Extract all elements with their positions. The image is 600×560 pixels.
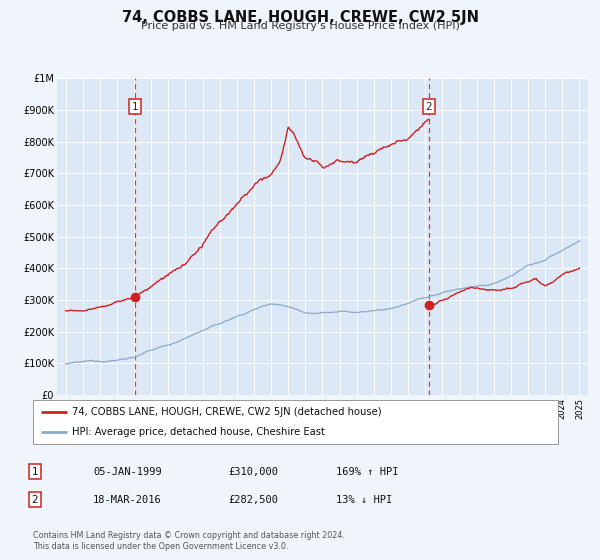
Text: 74, COBBS LANE, HOUGH, CREWE, CW2 5JN: 74, COBBS LANE, HOUGH, CREWE, CW2 5JN	[121, 10, 479, 25]
Text: £310,000: £310,000	[228, 466, 278, 477]
Text: 1: 1	[131, 102, 138, 112]
Text: 2: 2	[31, 494, 38, 505]
Text: 2: 2	[425, 102, 432, 112]
Text: This data is licensed under the Open Government Licence v3.0.: This data is licensed under the Open Gov…	[33, 542, 289, 551]
Text: 74, COBBS LANE, HOUGH, CREWE, CW2 5JN (detached house): 74, COBBS LANE, HOUGH, CREWE, CW2 5JN (d…	[73, 407, 382, 417]
Text: 05-JAN-1999: 05-JAN-1999	[93, 466, 162, 477]
Text: 13% ↓ HPI: 13% ↓ HPI	[336, 494, 392, 505]
Text: £282,500: £282,500	[228, 494, 278, 505]
Text: Price paid vs. HM Land Registry's House Price Index (HPI): Price paid vs. HM Land Registry's House …	[140, 21, 460, 31]
Text: 18-MAR-2016: 18-MAR-2016	[93, 494, 162, 505]
Text: Contains HM Land Registry data © Crown copyright and database right 2024.: Contains HM Land Registry data © Crown c…	[33, 531, 345, 540]
Text: HPI: Average price, detached house, Cheshire East: HPI: Average price, detached house, Ches…	[73, 427, 325, 437]
Text: 169% ↑ HPI: 169% ↑ HPI	[336, 466, 398, 477]
Text: 1: 1	[31, 466, 38, 477]
